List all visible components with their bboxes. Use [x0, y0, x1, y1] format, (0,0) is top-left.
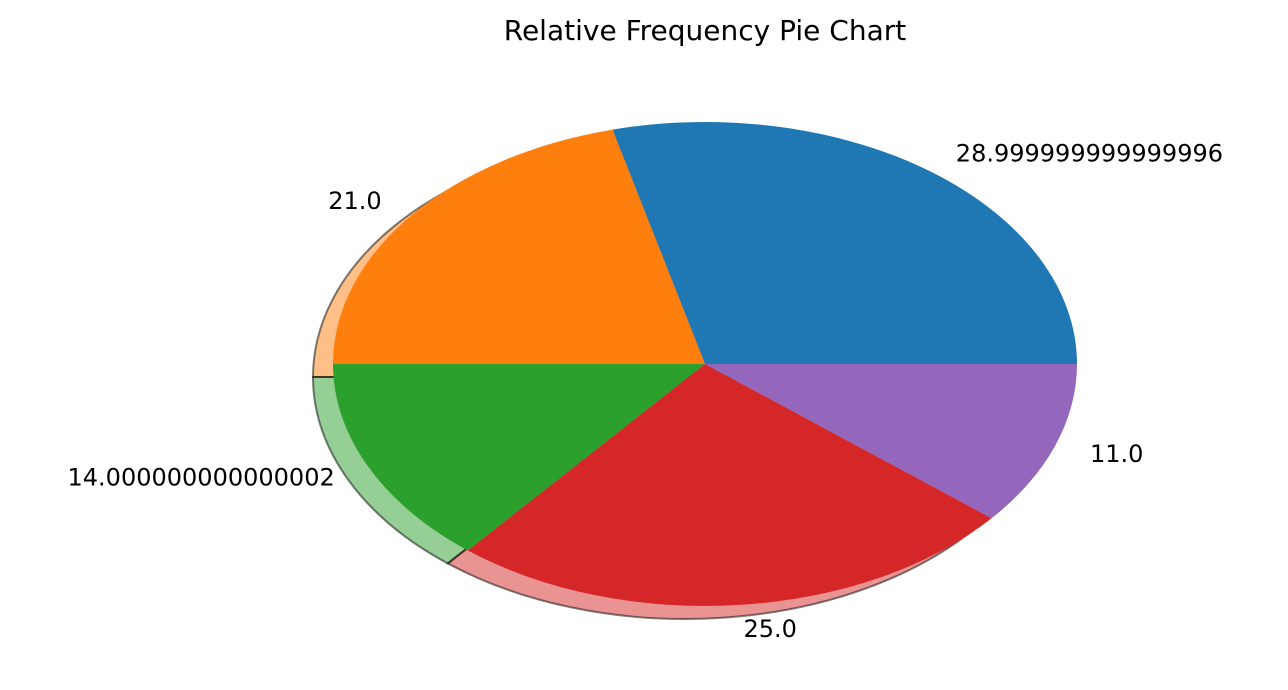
pie-slice-label-1: 28.999999999999996	[956, 140, 1223, 168]
pie-slice-4	[467, 364, 992, 606]
pie-slice-label-3: 14.000000000000002	[68, 463, 335, 491]
pie-slice-2	[333, 129, 705, 364]
pie-slice-label-2: 21.0	[328, 187, 381, 215]
pie-slice-label-4: 25.0	[744, 615, 797, 643]
pie-slice-1	[612, 121, 1077, 364]
pie-slices	[333, 121, 1077, 606]
pie-slice-5	[705, 364, 1077, 519]
pie-slice-label-5: 11.0	[1090, 440, 1143, 468]
chart-title: Relative Frequency Pie Chart	[503, 14, 907, 47]
pie-slice-3	[333, 364, 705, 551]
pie-labels: 28.999999999999996 21.0 14.000000000000002…	[68, 140, 1223, 643]
